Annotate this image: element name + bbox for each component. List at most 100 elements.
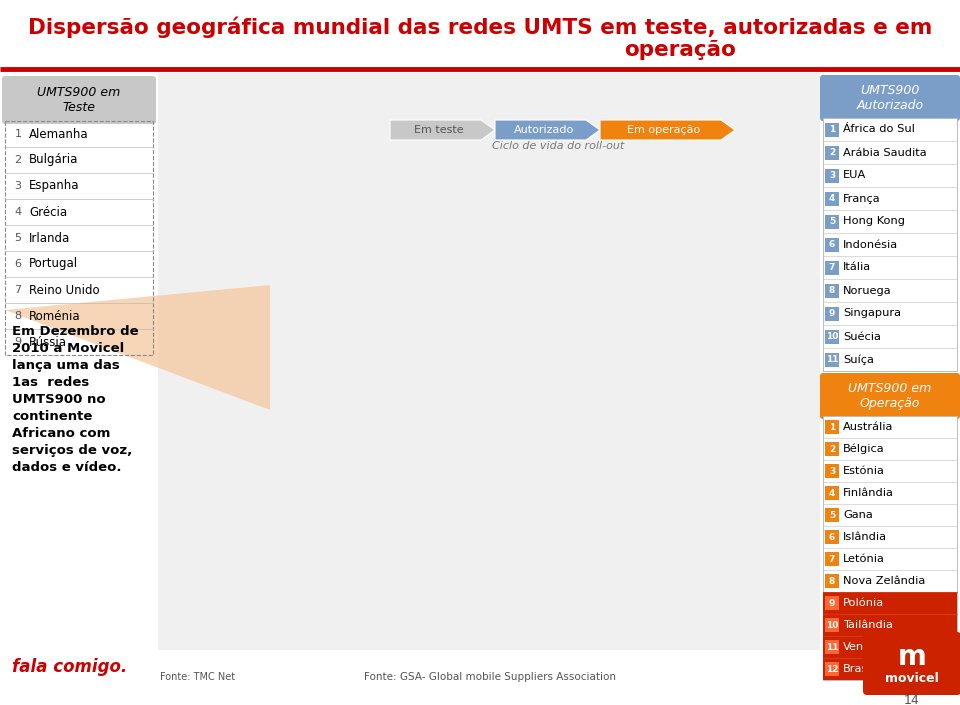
Text: Indonésia: Indonésia <box>843 240 899 250</box>
Text: África do Sul: África do Sul <box>843 125 915 135</box>
FancyBboxPatch shape <box>825 552 839 566</box>
Text: Singapura: Singapura <box>843 309 901 319</box>
Text: 3: 3 <box>828 171 835 180</box>
Text: Fonte: GSA- Global mobile Suppliers Association: Fonte: GSA- Global mobile Suppliers Asso… <box>364 672 616 682</box>
Polygon shape <box>390 120 495 140</box>
Text: 4: 4 <box>828 194 835 203</box>
Text: 9: 9 <box>828 599 835 608</box>
FancyBboxPatch shape <box>825 420 839 434</box>
Text: 9: 9 <box>828 309 835 318</box>
FancyBboxPatch shape <box>825 214 839 228</box>
Text: 5: 5 <box>828 510 835 520</box>
Text: Rússia: Rússia <box>29 336 67 348</box>
FancyBboxPatch shape <box>825 596 839 610</box>
Text: Roménia: Roménia <box>29 309 81 322</box>
FancyBboxPatch shape <box>820 373 960 419</box>
FancyBboxPatch shape <box>825 283 839 298</box>
Text: Grécia: Grécia <box>29 205 67 219</box>
Text: Fonte: TMC Net: Fonte: TMC Net <box>160 672 235 682</box>
Text: Suíça: Suíça <box>843 354 874 364</box>
Polygon shape <box>823 118 957 371</box>
Text: 12: 12 <box>826 665 838 673</box>
Text: Hong Kong: Hong Kong <box>843 216 905 226</box>
Text: Dispersão geográfica mundial das redes UMTS em teste, autorizadas e em: Dispersão geográfica mundial das redes U… <box>28 16 932 38</box>
Text: Itália: Itália <box>843 262 871 273</box>
FancyBboxPatch shape <box>825 352 839 367</box>
Text: 3: 3 <box>828 467 835 475</box>
Text: Noruega: Noruega <box>843 286 892 295</box>
Text: 11: 11 <box>826 355 838 364</box>
FancyBboxPatch shape <box>825 662 839 676</box>
Text: Irlanda: Irlanda <box>29 231 70 245</box>
Text: Reino Unido: Reino Unido <box>29 283 100 297</box>
Text: UMTS900
Autorizado: UMTS900 Autorizado <box>856 84 924 112</box>
Text: 8: 8 <box>828 286 835 295</box>
Text: 6: 6 <box>828 532 835 541</box>
FancyBboxPatch shape <box>825 307 839 321</box>
Text: Austrália: Austrália <box>843 422 894 432</box>
Text: 2: 2 <box>828 148 835 157</box>
Text: Finlândia: Finlândia <box>843 488 894 498</box>
Text: Arábia Saudita: Arábia Saudita <box>843 147 926 157</box>
Text: UMTS900 em
Operação: UMTS900 em Operação <box>849 382 931 410</box>
Text: 2: 2 <box>14 155 21 165</box>
Polygon shape <box>495 120 600 140</box>
Text: Portugal: Portugal <box>29 257 78 271</box>
Text: 8: 8 <box>14 311 21 321</box>
Text: 1: 1 <box>14 129 21 139</box>
Polygon shape <box>600 120 735 140</box>
Polygon shape <box>823 416 957 680</box>
FancyBboxPatch shape <box>825 574 839 588</box>
FancyBboxPatch shape <box>825 486 839 500</box>
Text: França: França <box>843 193 880 204</box>
FancyBboxPatch shape <box>863 632 960 695</box>
Text: Em Dezembro de
2010 a Movicel
lança uma das
1as  redes
UMTS900 no
continente
Afr: Em Dezembro de 2010 a Movicel lança uma … <box>12 325 138 474</box>
Text: Bulgária: Bulgária <box>29 154 79 166</box>
FancyBboxPatch shape <box>825 329 839 343</box>
FancyBboxPatch shape <box>825 530 839 544</box>
Text: Estónia: Estónia <box>843 466 885 476</box>
Text: Em teste: Em teste <box>414 125 464 135</box>
Text: 10: 10 <box>826 620 838 630</box>
Text: Ciclo de vida do roll-out: Ciclo de vida do roll-out <box>492 141 624 151</box>
Text: 6: 6 <box>828 240 835 249</box>
FancyBboxPatch shape <box>820 75 960 121</box>
Text: 8: 8 <box>828 577 835 585</box>
FancyBboxPatch shape <box>825 192 839 205</box>
Text: Islândia: Islândia <box>843 532 887 542</box>
Text: Polónia: Polónia <box>843 598 884 608</box>
Text: 7: 7 <box>828 555 835 563</box>
FancyBboxPatch shape <box>825 168 839 183</box>
Text: 5: 5 <box>14 233 21 243</box>
Text: 2: 2 <box>828 444 835 453</box>
Text: operação: operação <box>624 40 736 60</box>
Text: 4: 4 <box>14 207 21 217</box>
Text: fala comigo.: fala comigo. <box>12 658 128 676</box>
Text: Bélgica: Bélgica <box>843 443 884 454</box>
FancyBboxPatch shape <box>825 618 839 632</box>
Text: m: m <box>898 643 926 671</box>
Text: Suécia: Suécia <box>843 331 881 341</box>
Text: 14: 14 <box>904 694 920 705</box>
FancyBboxPatch shape <box>158 73 820 650</box>
Text: Brasil: Brasil <box>843 664 875 674</box>
Text: Letónia: Letónia <box>843 554 885 564</box>
Text: 3: 3 <box>14 181 21 191</box>
FancyBboxPatch shape <box>825 123 839 137</box>
Text: Em operação: Em operação <box>628 125 701 135</box>
FancyBboxPatch shape <box>825 261 839 274</box>
Text: 4: 4 <box>828 489 835 498</box>
Text: 1: 1 <box>828 125 835 134</box>
Polygon shape <box>5 285 270 410</box>
Text: 6: 6 <box>14 259 21 269</box>
Text: 7: 7 <box>828 263 835 272</box>
Text: 7: 7 <box>14 285 21 295</box>
FancyBboxPatch shape <box>825 442 839 456</box>
FancyBboxPatch shape <box>823 592 957 680</box>
Text: 10: 10 <box>826 332 838 341</box>
FancyBboxPatch shape <box>825 508 839 522</box>
Text: Gana: Gana <box>843 510 873 520</box>
FancyBboxPatch shape <box>2 76 156 124</box>
FancyBboxPatch shape <box>825 464 839 478</box>
Text: 11: 11 <box>826 642 838 651</box>
